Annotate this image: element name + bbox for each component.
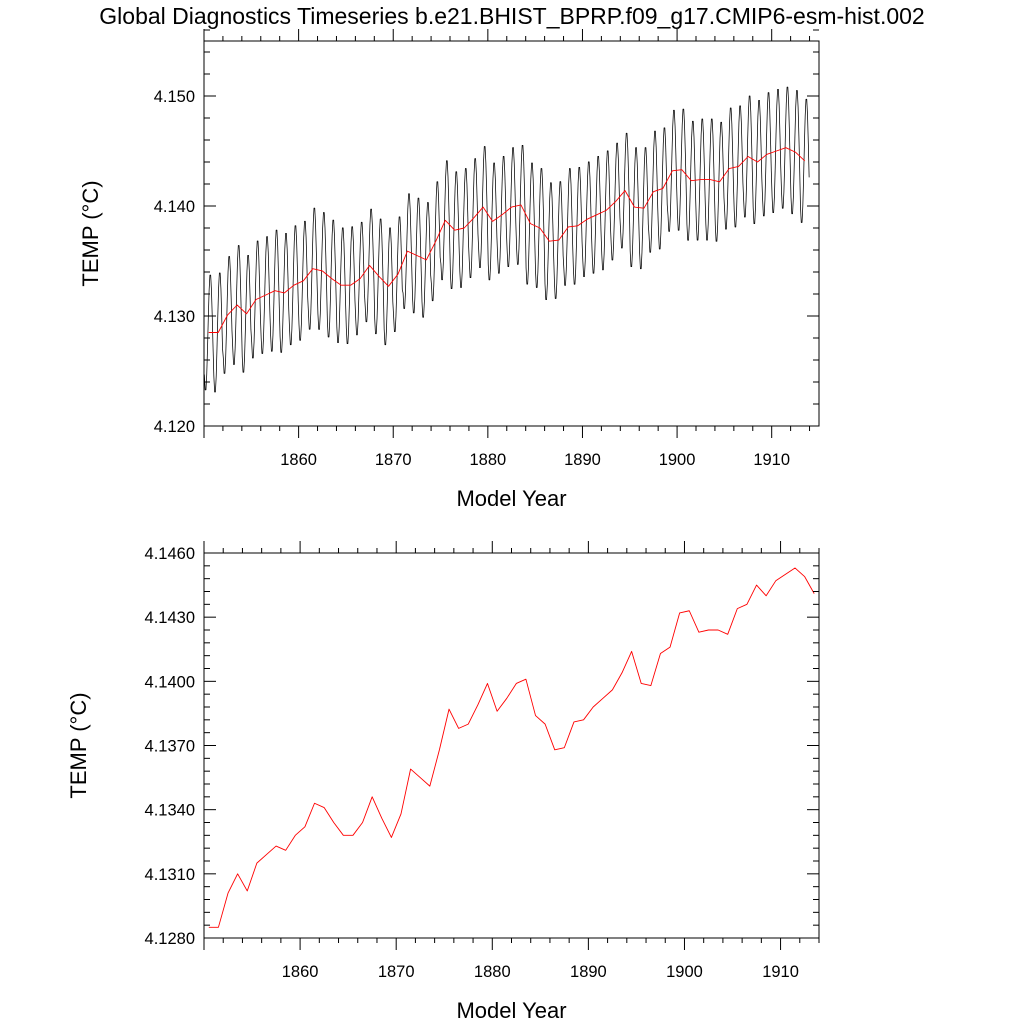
x-tick-label: 1910 (753, 451, 790, 469)
x-tick-label: 1890 (564, 451, 601, 469)
y-tick-label: 4.1460 (145, 545, 195, 563)
x-tick-label: 1870 (378, 963, 415, 981)
x-tick-label: 1860 (280, 451, 317, 469)
y-tick-label: 4.150 (154, 88, 195, 106)
annual-mean-temp-line (208, 567, 815, 928)
y-tick-label: 4.1310 (145, 866, 195, 884)
bottom-panel: 1860 1870 1880 1890 1900 1910 4.1280 4.1310 4.13… (66, 541, 820, 1023)
y-axis-label: TEMP (°C) (78, 180, 103, 286)
x-tick-label: 1900 (659, 451, 696, 469)
x-tick-label: 1910 (762, 963, 799, 981)
y-tick-label: 4.130 (154, 308, 195, 326)
x-tick-label: 1880 (469, 451, 506, 469)
monthly-temp-line (204, 86, 810, 393)
y-tick-label: 4.1430 (145, 609, 195, 627)
plot-frame (203, 40, 820, 427)
x-tick-label: 1870 (375, 451, 412, 469)
annual-mean-temp-line (208, 147, 806, 333)
y-axis-label: TEMP (°C) (66, 692, 91, 798)
y-tick-label: 4.1370 (145, 738, 195, 756)
x-tick-label: 1860 (282, 963, 319, 981)
x-axis-label: Model Year (456, 998, 566, 1023)
y-tick-label: 4.1400 (145, 673, 195, 691)
plot-frame (203, 552, 820, 939)
x-axis-label: Model Year (456, 486, 566, 511)
figure-title: Global Diagnostics Timeseries b.e21.BHIS… (99, 3, 924, 29)
top-panel: 1860 1870 1880 1890 1900 1910 4.120 4.130 4.140 4… (78, 29, 820, 511)
y-tick-label: 4.1340 (145, 802, 195, 820)
x-tick-label: 1880 (474, 963, 511, 981)
x-tick-label: 1890 (570, 963, 607, 981)
y-tick-label: 4.140 (154, 198, 195, 216)
y-tick-label: 4.1280 (145, 930, 195, 948)
y-tick-label: 4.120 (154, 418, 195, 436)
x-tick-label: 1900 (666, 963, 703, 981)
